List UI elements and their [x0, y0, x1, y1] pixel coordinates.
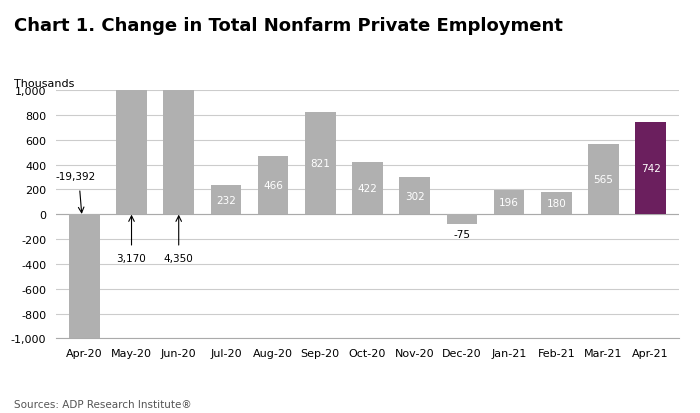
Text: 196: 196	[499, 198, 519, 208]
Text: 742: 742	[640, 164, 661, 174]
Text: 422: 422	[358, 184, 377, 194]
Bar	[305, 113, 335, 215]
Bar	[541, 192, 572, 215]
Text: 565: 565	[594, 175, 613, 185]
Bar	[258, 157, 288, 215]
Text: 4,350: 4,350	[164, 253, 194, 263]
Bar	[163, 0, 194, 215]
Text: 466: 466	[263, 181, 283, 191]
Text: Sources: ADP Research Institute®: Sources: ADP Research Institute®	[14, 399, 192, 409]
Text: -19,392: -19,392	[56, 171, 96, 181]
Bar	[69, 215, 99, 413]
Bar	[116, 0, 147, 215]
Text: -75: -75	[454, 229, 470, 239]
Text: 302: 302	[405, 191, 425, 201]
Bar	[352, 162, 383, 215]
Bar	[588, 145, 619, 215]
Bar	[636, 123, 666, 215]
Text: Thousands: Thousands	[14, 78, 74, 88]
Text: 821: 821	[310, 159, 330, 169]
Text: 180: 180	[547, 199, 566, 209]
Bar	[447, 215, 477, 224]
Bar	[494, 190, 524, 215]
Text: Chart 1. Change in Total Nonfarm Private Employment: Chart 1. Change in Total Nonfarm Private…	[14, 17, 563, 34]
Text: 3,170: 3,170	[117, 253, 146, 263]
Bar	[211, 186, 241, 215]
Text: 232: 232	[216, 195, 236, 205]
Bar	[400, 177, 430, 215]
